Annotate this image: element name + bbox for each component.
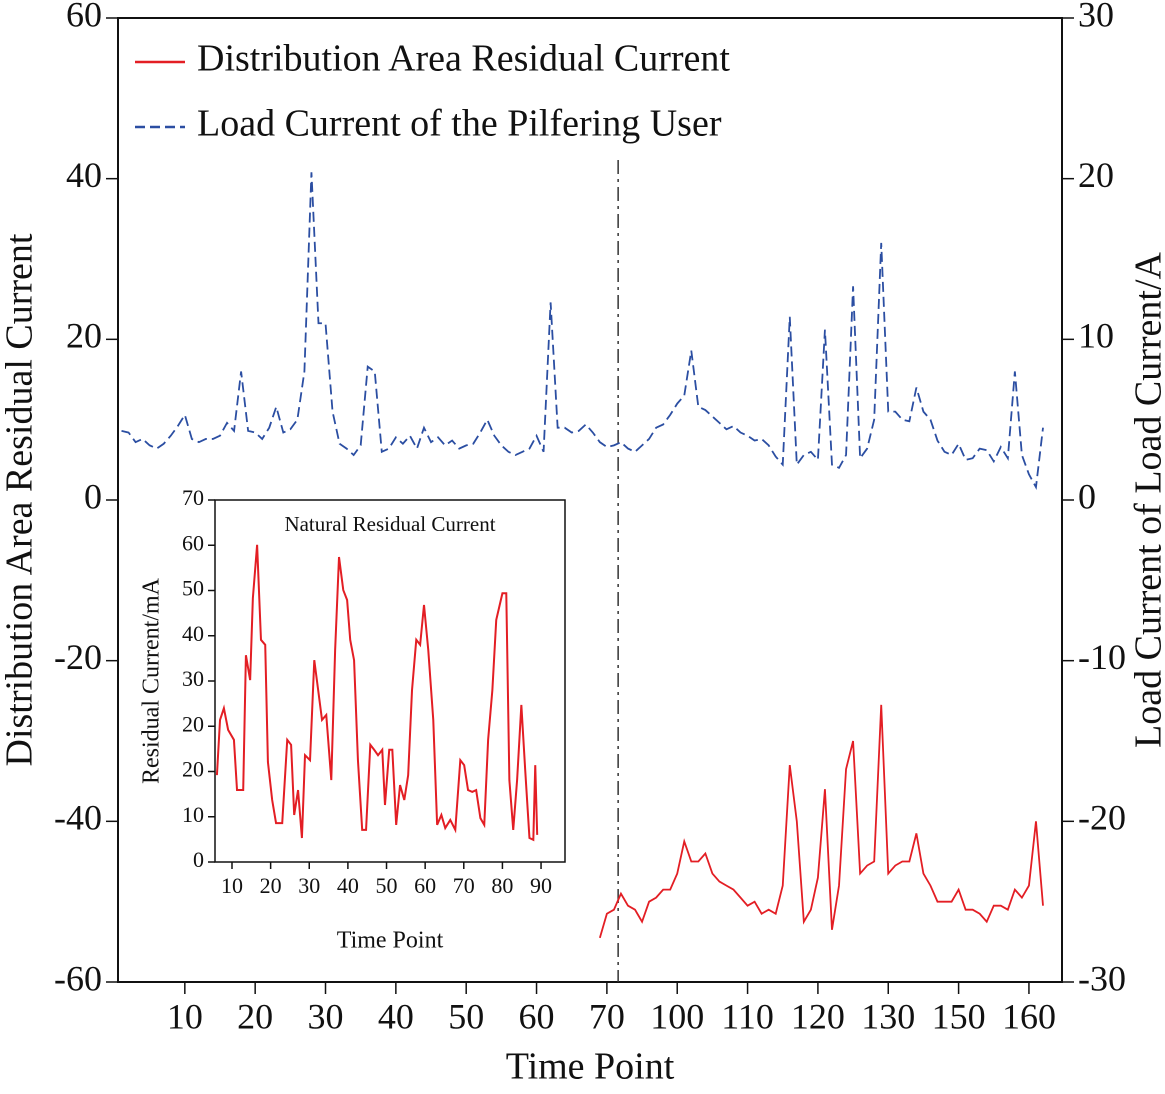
x-tick-label: 50 (448, 996, 484, 1036)
y2-tick-label: 10 (1078, 316, 1114, 356)
x-axis-label: Time Point (337, 928, 444, 954)
series-line (121, 172, 1044, 491)
x-tick-label: 20 (237, 996, 273, 1036)
y-tick-label: 30 (182, 666, 204, 691)
x-tick-label: 90 (530, 873, 552, 898)
x-tick-label: 110 (721, 996, 774, 1036)
y-tick-label: 0 (84, 476, 102, 516)
y-tick-label: 20 (182, 711, 204, 736)
y-tick-label: 20 (66, 316, 102, 356)
y2-tick-label: 20 (1078, 155, 1114, 195)
x-tick-label: 50 (376, 873, 398, 898)
x-tick-label: 100 (650, 996, 704, 1036)
x-tick-label: 70 (453, 873, 475, 898)
y-tick-label: 10 (182, 802, 204, 827)
x-tick-label: 120 (791, 996, 845, 1036)
x-tick-label: 20 (260, 873, 282, 898)
x-tick-label: 80 (491, 873, 513, 898)
y2-tick-label: -20 (1078, 798, 1126, 838)
series-line (598, 704, 1044, 939)
x-tick-label: 30 (298, 873, 320, 898)
x-tick-label: 70 (589, 996, 625, 1036)
y-axis-label: Distribution Area Residual Current (0, 233, 41, 766)
x-tick-label: 60 (414, 873, 436, 898)
y2-tick-label: -10 (1078, 637, 1126, 677)
y-tick-label: 40 (66, 155, 102, 195)
x-tick-label: 40 (378, 996, 414, 1036)
y-tick-label: 70 (182, 485, 204, 510)
legend-label: Load Current of the Pilfering User (197, 103, 722, 145)
x-tick-label: 160 (1002, 996, 1056, 1036)
y-tick-label: 20 (182, 757, 204, 782)
y-axis-label: Residual Current/mA (139, 577, 165, 784)
y-tick-label: 60 (182, 530, 204, 555)
x-tick-label: 40 (337, 873, 359, 898)
x-axis-label: Time Point (506, 1046, 675, 1088)
series-line (215, 544, 539, 842)
y-tick-label: -20 (54, 637, 102, 677)
y-tick-label: -60 (54, 958, 102, 998)
legend-label: Distribution Area Residual Current (197, 38, 730, 80)
chart-title: Natural Residual Current (284, 512, 495, 536)
x-tick-label: 130 (861, 996, 915, 1036)
x-tick-label: 10 (167, 996, 203, 1036)
y-tick-label: 0 (193, 847, 204, 872)
y2-tick-label: 0 (1078, 476, 1096, 516)
y2-tick-label: 30 (1078, 0, 1114, 34)
y-tick-label: -40 (54, 798, 102, 838)
y-tick-label: 60 (66, 0, 102, 34)
y2-tick-label: -30 (1078, 958, 1126, 998)
y-tick-label: 50 (182, 576, 204, 601)
x-tick-label: 150 (932, 996, 986, 1036)
x-tick-label: 10 (221, 873, 243, 898)
y-tick-label: 40 (182, 621, 204, 646)
x-tick-label: 30 (308, 996, 344, 1036)
x-tick-label: 60 (519, 996, 555, 1036)
y2-axis-label: Load Current of Load Current/A (1128, 251, 1165, 748)
